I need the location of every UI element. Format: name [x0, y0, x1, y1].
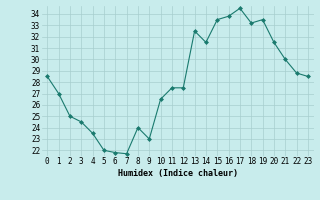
X-axis label: Humidex (Indice chaleur): Humidex (Indice chaleur) [118, 169, 237, 178]
